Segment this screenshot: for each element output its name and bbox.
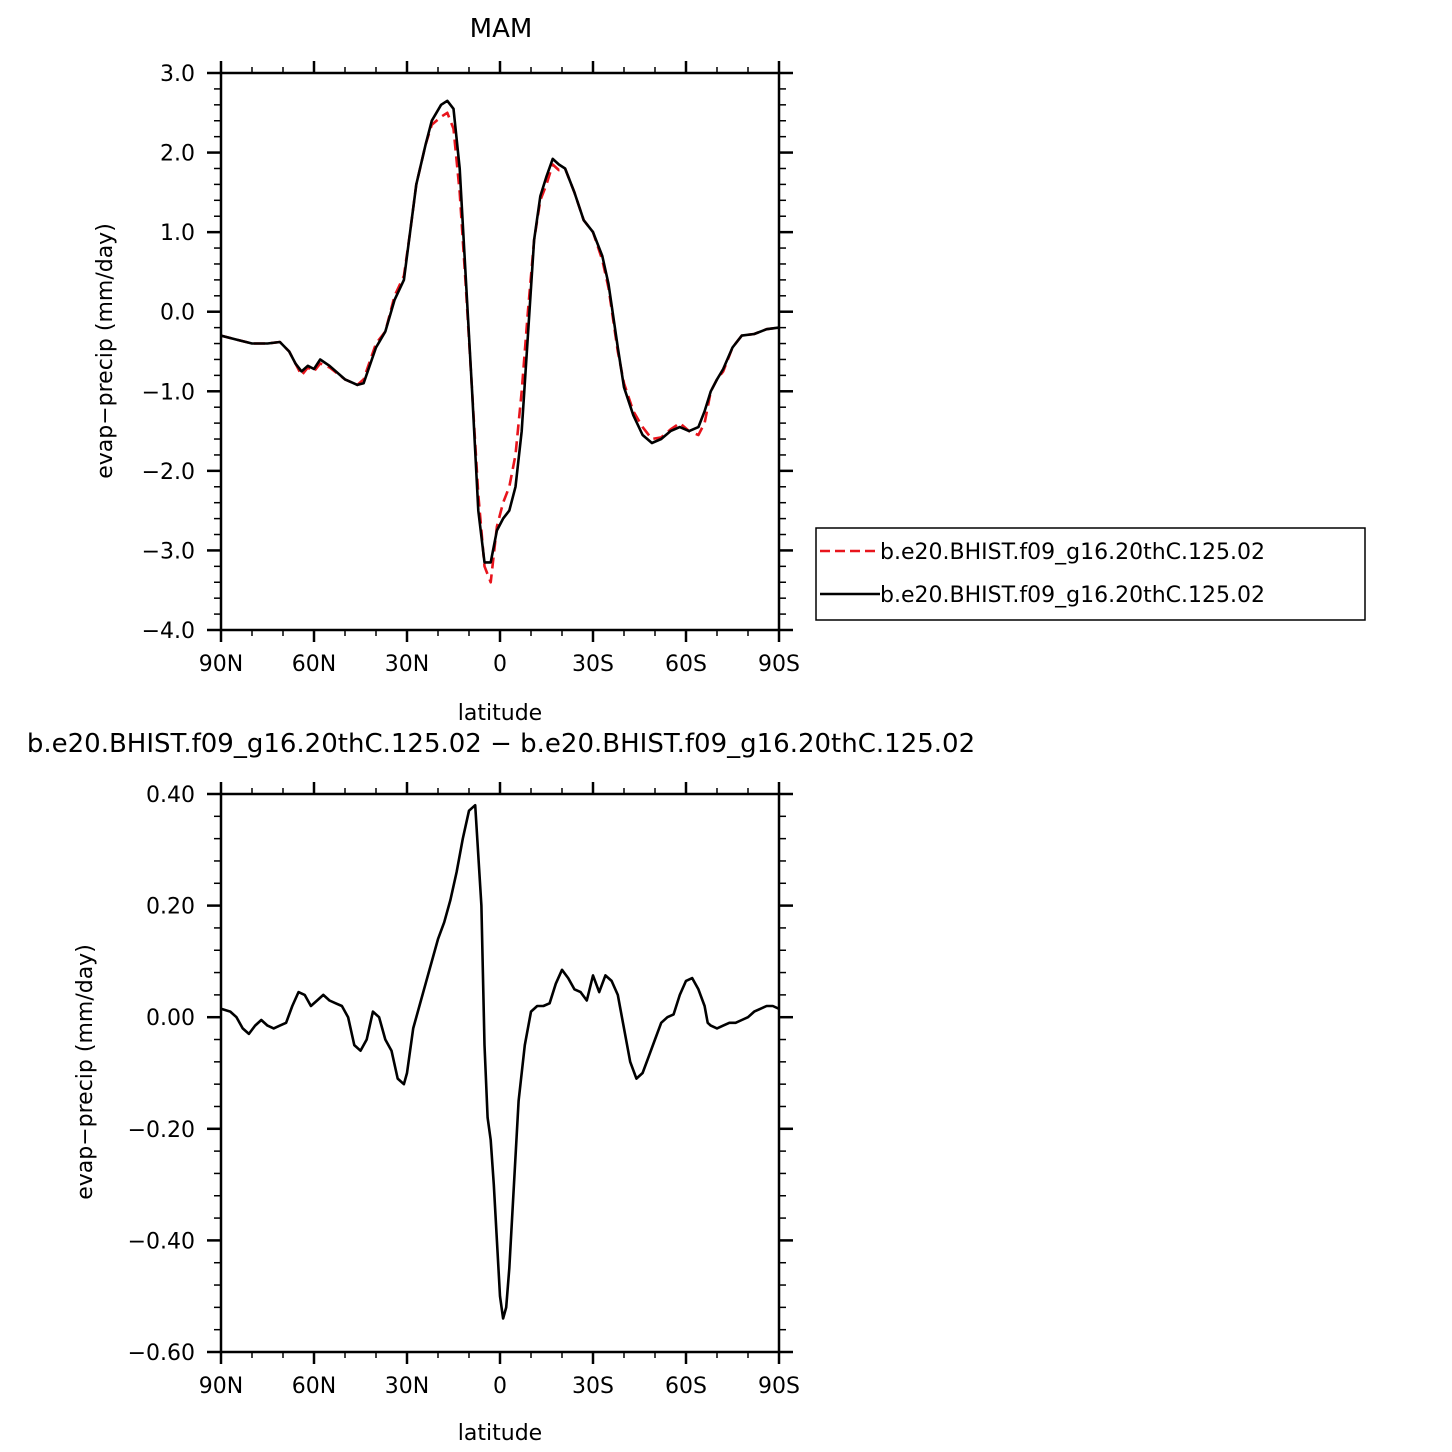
panel-0-x-tick-label: 0 <box>493 652 507 677</box>
bottom-y-axis-label: evap−precip (mm/day) <box>73 944 98 1200</box>
panel-1-x-tick-label: 60N <box>292 1374 336 1399</box>
panel-0-x-tick-label: 90S <box>758 652 800 677</box>
panel-0-series-0-line <box>220 111 780 584</box>
bottom-title: b.e20.BHIST.f09_g16.20thC.125.02 − b.e20… <box>27 729 975 759</box>
panel-0-y-tick-label: 3.0 <box>160 62 195 87</box>
panel-1-x-tick-label: 30N <box>385 1374 429 1399</box>
panel-0-y-tick-label: −4.0 <box>142 619 195 644</box>
panel-1-y-tick-label: −0.60 <box>128 1341 195 1366</box>
panel-1-x-tick-label: 90N <box>199 1374 243 1399</box>
bottom-plot-frame <box>219 792 781 1354</box>
legend: b.e20.BHIST.f09_g16.20thC.125.02 b.e20.B… <box>815 527 1366 621</box>
panel-0-y-tick-label: 1.0 <box>160 221 195 246</box>
panel-0-x-tick-label: 30N <box>385 652 429 677</box>
panel-0-y-tick-label: −3.0 <box>142 539 195 564</box>
panel-0-x-tick-label: 60S <box>665 652 707 677</box>
panel-0-y-tick-label: −1.0 <box>142 380 195 405</box>
panel-1-y-tick-label: 0.20 <box>146 895 195 920</box>
legend-label-0: b.e20.BHIST.f09_g16.20thC.125.02 <box>880 540 1265 565</box>
panel-1-x-tick-label: 30S <box>572 1374 614 1399</box>
legend-box <box>815 527 1366 621</box>
bottom-ticks-layer: 90N 60N 30N 0 30S 60S 90S 0.40 0.20 0.00 −0.20 −0.4… <box>128 782 800 1399</box>
panel-1-y-tick-label: 0.40 <box>146 783 195 808</box>
panel-1-x-tick-label: 0 <box>493 1374 507 1399</box>
panel-0-series-1-line <box>220 99 780 564</box>
legend-label-1: b.e20.BHIST.f09_g16.20thC.125.02 <box>880 583 1265 608</box>
panel-0-y-tick-label: 0.0 <box>160 301 195 326</box>
top-title: MAM <box>470 14 533 44</box>
top-panel: MAM 90N 60N 30N 0 30S 60S 90S 3.0 2.0 1.0 0.0 −1.0 −… <box>93 14 1366 726</box>
panel-0-x-tick-label: 30S <box>572 652 614 677</box>
panel-1-series-0-line <box>220 803 780 1320</box>
bottom-panel: b.e20.BHIST.f09_g16.20thC.125.02 − b.e20… <box>27 729 975 1446</box>
top-ticks-layer: 90N 60N 30N 0 30S 60S 90S 3.0 2.0 1.0 0.0 −1.0 −2.0 −… <box>142 61 800 677</box>
bottom-series-layer <box>220 803 780 1320</box>
panel-0-x-tick-label: 90N <box>199 652 243 677</box>
top-series-layer <box>220 99 780 584</box>
top-y-axis-label: evap−precip (mm/day) <box>93 223 118 479</box>
panel-0-y-tick-label: 2.0 <box>160 142 195 167</box>
top-x-axis-label: latitude <box>458 701 542 726</box>
panel-1-x-tick-label: 60S <box>665 1374 707 1399</box>
panel-1-y-tick-label: −0.20 <box>128 1118 195 1143</box>
panel-1-y-tick-label: −0.40 <box>128 1229 195 1254</box>
top-plot-frame <box>219 71 781 632</box>
panel-0-x-tick-label: 60N <box>292 652 336 677</box>
panel-1-y-tick-label: 0.00 <box>146 1006 195 1031</box>
panel-0-y-tick-label: −2.0 <box>142 460 195 485</box>
panel-1-x-tick-label: 90S <box>758 1374 800 1399</box>
bottom-x-axis-label: latitude <box>458 1421 542 1446</box>
